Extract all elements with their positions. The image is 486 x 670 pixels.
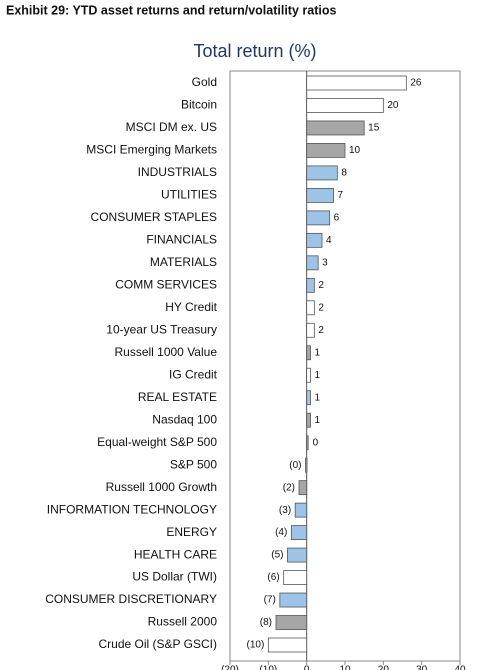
value-label: 4 — [326, 235, 332, 246]
category-label: Russell 2000 — [148, 615, 218, 629]
category-label: CONSUMER STAPLES — [91, 210, 217, 224]
x-tick-label: 20 — [378, 665, 390, 670]
bar — [267, 637, 308, 653]
value-label: (6) — [267, 572, 279, 583]
bar — [287, 547, 308, 563]
category-label: UTILITIES — [161, 188, 217, 202]
category-label: Russell 1000 Growth — [106, 480, 217, 494]
value-label: 10 — [349, 145, 361, 156]
x-tick-label: (10) — [259, 665, 277, 670]
bar — [279, 592, 308, 608]
value-label: (2) — [283, 482, 295, 493]
bar — [306, 345, 311, 361]
bar — [306, 210, 331, 226]
value-label: 1 — [315, 415, 321, 426]
value-label: 1 — [315, 392, 321, 403]
chart-title: Total return (%) — [193, 41, 316, 61]
bar — [298, 480, 308, 496]
value-label: 26 — [410, 78, 422, 89]
category-label: CONSUMER DISCRETIONARY — [45, 592, 217, 606]
category-label: S&P 500 — [170, 457, 217, 471]
bar — [306, 120, 365, 136]
x-tick-label: 40 — [454, 665, 466, 670]
value-label: 6 — [334, 213, 340, 224]
value-label: 20 — [387, 100, 399, 111]
bar — [306, 277, 315, 293]
value-label: 2 — [318, 280, 324, 291]
category-label: INDUSTRIALS — [138, 165, 217, 179]
value-label: 1 — [315, 370, 321, 381]
category-label: 10-year US Treasury — [106, 322, 217, 336]
value-label: (4) — [275, 527, 287, 538]
bar — [283, 570, 308, 585]
category-label: FINANCIALS — [146, 233, 217, 247]
bar — [306, 435, 309, 451]
value-label: (5) — [271, 550, 283, 561]
bar — [306, 143, 346, 158]
category-label: INFORMATION TECHNOLOGY — [47, 502, 217, 516]
category-label: Russell 1000 Value — [114, 345, 217, 359]
value-label: 8 — [341, 168, 347, 179]
x-tick-label: 0 — [304, 665, 310, 670]
value-label: 3 — [322, 257, 328, 268]
value-label: (0) — [289, 460, 301, 471]
category-label: REAL ESTATE — [138, 390, 217, 404]
category-label: Equal-weight S&P 500 — [97, 435, 217, 449]
category-label: IG Credit — [169, 367, 218, 381]
category-label: MSCI DM ex. US — [126, 120, 217, 134]
category-label: Crude Oil (S&P GSCI) — [99, 637, 217, 651]
bar — [306, 165, 338, 181]
category-label: ENERGY — [166, 525, 217, 539]
category-label: HEALTH CARE — [134, 547, 217, 561]
value-label: 2 — [318, 325, 324, 336]
bar — [275, 615, 308, 630]
value-label: 1 — [315, 347, 321, 358]
category-label: HY Credit — [165, 300, 217, 314]
value-label: (7) — [264, 595, 276, 606]
value-label: 0 — [313, 437, 319, 448]
bar — [306, 300, 315, 316]
x-tick-label: 30 — [416, 665, 428, 670]
category-label: Nasdaq 100 — [152, 412, 217, 426]
category-label: MSCI Emerging Markets — [86, 143, 217, 157]
bar — [290, 525, 308, 540]
value-label: 2 — [318, 302, 324, 313]
bar — [306, 75, 407, 91]
bar — [306, 232, 323, 248]
value-label: (10) — [247, 640, 265, 651]
value-label: 7 — [338, 190, 344, 201]
bar — [306, 390, 311, 406]
x-tick-label: 10 — [339, 665, 351, 670]
x-tick-label: (20) — [221, 665, 239, 670]
value-label: 15 — [368, 123, 380, 134]
value-label: (3) — [279, 505, 291, 516]
category-label: Bitcoin — [181, 98, 217, 112]
category-label: Gold — [192, 75, 217, 89]
bar — [306, 98, 384, 113]
bar — [306, 255, 319, 271]
bar — [306, 187, 334, 203]
bar — [306, 412, 311, 428]
bar — [306, 367, 311, 383]
bar — [305, 457, 308, 473]
bar — [306, 322, 315, 338]
category-label: COMM SERVICES — [115, 277, 217, 291]
category-label: US Dollar (TWI) — [132, 570, 217, 584]
bar — [294, 502, 308, 518]
exhibit-title: Exhibit 29: YTD asset returns and return… — [6, 3, 336, 17]
value-label: (8) — [260, 617, 272, 628]
plot-frame — [229, 70, 461, 662]
category-label: MATERIALS — [150, 255, 217, 269]
